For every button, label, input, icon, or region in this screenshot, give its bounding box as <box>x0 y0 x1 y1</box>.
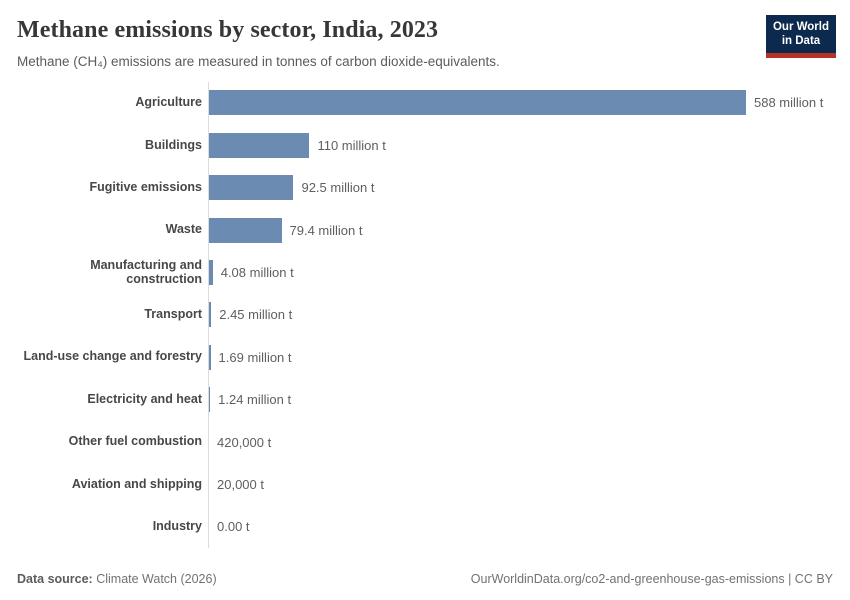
bar-area: 79.4 million t <box>208 208 833 252</box>
bar-area: 0.00 t <box>208 505 833 549</box>
chart-row: Agriculture 588 million t <box>17 81 833 125</box>
chart-row: Aviation and shipping 20,000 t <box>17 463 833 506</box>
value-label: 20,000 t <box>217 477 264 492</box>
chart-row: Industry 0.00 t <box>17 505 833 549</box>
bar[interactable] <box>209 260 213 286</box>
chart-footer: Data source: Climate Watch (2026) OurWor… <box>17 572 833 586</box>
bar-area: 588 million t <box>208 81 833 125</box>
category-label: Waste <box>165 222 202 237</box>
bar[interactable] <box>209 132 310 158</box>
category-label: Other fuel combustion <box>68 434 202 449</box>
bar-area: 420,000 t <box>208 420 833 464</box>
attribution-link[interactable]: OurWorldinData.org/co2-and-greenhouse-ga… <box>470 572 833 586</box>
category-label: Land-use change and forestry <box>23 349 202 364</box>
category-label: Agriculture <box>135 95 202 110</box>
bar-area: 20,000 t <box>208 463 833 506</box>
bar[interactable] <box>209 90 746 116</box>
owid-logo-line2: in Data <box>781 35 821 48</box>
owid-logo-line1: Our World <box>772 21 829 33</box>
category-label: Transport <box>144 307 202 322</box>
chart-row: Transport 2.45 million t <box>17 293 833 337</box>
value-label: 92.5 million t <box>301 180 375 196</box>
data-source-value: Climate Watch (2026) <box>92 572 217 586</box>
owid-logo[interactable]: Our World in Data <box>766 15 836 58</box>
value-label: 79.4 million t <box>289 222 363 238</box>
chart-row: Land-use change and forestry 1.69 million… <box>17 336 833 379</box>
bar[interactable] <box>209 217 282 243</box>
bar-area: 1.69 million t <box>208 336 833 379</box>
category-label: Electricity and heat <box>87 391 202 406</box>
value-label: 420,000 t <box>217 434 272 450</box>
category-label: Fugitive emissions <box>89 179 202 194</box>
bar-area: 2.45 million t <box>208 293 833 337</box>
bar[interactable] <box>209 302 212 328</box>
chart-row: Electricity and heat 1.24 million t <box>17 378 833 421</box>
value-label: 110 million t <box>317 137 386 153</box>
bar-area: 4.08 million t <box>208 251 833 294</box>
bar[interactable] <box>209 387 211 413</box>
value-label: 0.00 t <box>217 519 250 535</box>
bar-area: 92.5 million t <box>208 166 833 209</box>
value-label: 1.69 million t <box>218 349 292 365</box>
chart-row: Manufacturing and construction 4.08 milli… <box>17 251 833 294</box>
category-label: Aviation and shipping <box>71 476 202 491</box>
chart-row: Other fuel combustion 420,000 t <box>17 420 833 464</box>
chart-header: Methane emissions by sector, India, 2023… <box>17 15 836 69</box>
bar-chart: Agriculture 588 million t Buildings 110 mil… <box>17 81 833 549</box>
bar[interactable] <box>209 175 294 201</box>
chart-subtitle: Methane (CH₄) emissions are measured in … <box>17 53 500 69</box>
value-label: 1.24 million t <box>218 392 292 408</box>
bar-area: 1.24 million t <box>208 378 833 421</box>
bar-area: 110 million t <box>208 124 833 167</box>
chart-row: Waste 79.4 million t <box>17 208 833 252</box>
bar[interactable] <box>209 344 211 370</box>
category-label: Manufacturing and construction <box>90 257 202 286</box>
data-source-label: Data source: <box>17 572 93 586</box>
data-source: Data source: Climate Watch (2026) <box>17 572 217 586</box>
chart-row: Buildings 110 million t <box>17 124 833 167</box>
category-label: Buildings <box>145 137 202 152</box>
value-label: 4.08 million t <box>220 265 294 281</box>
category-label: Industry <box>152 519 202 534</box>
page-title: Methane emissions by sector, India, 2023 <box>17 17 439 43</box>
chart-row: Fugitive emissions 92.5 million t <box>17 166 833 209</box>
value-label: 2.45 million t <box>219 307 293 323</box>
value-label: 588 million t <box>754 95 824 111</box>
